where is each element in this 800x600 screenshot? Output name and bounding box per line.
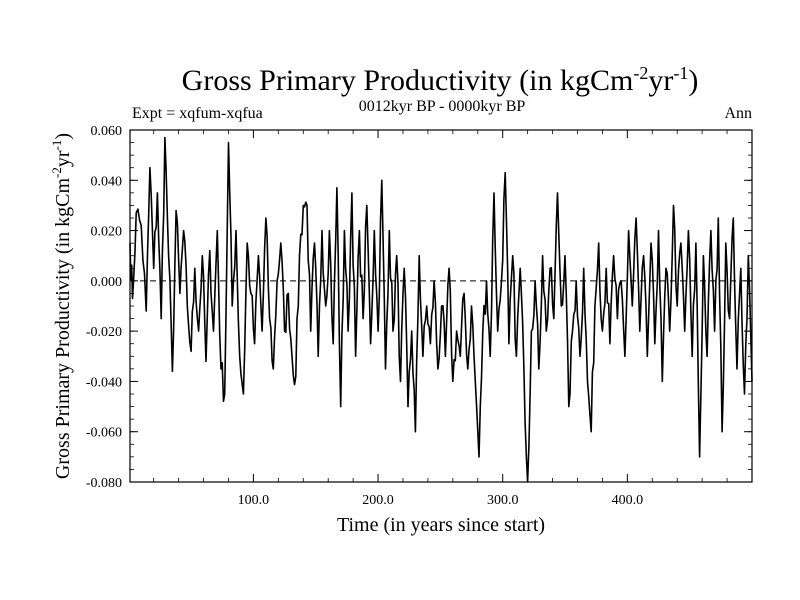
y-tick-label: 0.040	[91, 174, 123, 189]
y-axis-label-mid: yr	[52, 150, 74, 167]
y-axis-label-end: )	[52, 133, 74, 140]
y-tick-label: 0.020	[91, 225, 123, 240]
x-tick-label: 400.0	[612, 493, 644, 508]
x-axis-label: Time (in years since start)	[337, 514, 545, 536]
y-axis-ticks: 0.060 0.040 0.020 0.000 -0.020 -0.040 -0.060 -0…	[86, 124, 752, 491]
data-series-line	[129, 136, 753, 483]
y-axis-label: Gross Primary Productivity (in kgCm-2yr-…	[49, 133, 74, 479]
y-axis-label-sup2: -1	[49, 140, 64, 151]
season-label: Ann	[724, 105, 752, 122]
chart-title-mid: yr	[648, 64, 673, 97]
x-tick-label: 100.0	[238, 493, 270, 508]
x-axis-ticks: 100.0 200.0 300.0 400.0	[153, 130, 728, 508]
x-tick-label: 200.0	[362, 493, 394, 508]
y-tick-label: -0.060	[86, 426, 122, 441]
experiment-label: Expt = xqfum-xqfua	[132, 105, 263, 122]
period-label: 0012kyr BP - 0000kyr BP	[359, 98, 526, 115]
chart-title-sup2: -1	[673, 63, 688, 83]
chart-title-sup1: -2	[633, 63, 648, 83]
y-axis-label-main: Gross Primary Productivity (in kgCm	[52, 178, 74, 480]
chart-title: Gross Primary Productivity (in kgCm-2yr-…	[182, 63, 699, 97]
chart-title-main: Gross Primary Productivity (in kgCm	[182, 64, 634, 97]
y-tick-label: 0.060	[91, 124, 123, 139]
y-axis-label-sup1: -2	[49, 167, 64, 178]
y-tick-label: -0.020	[86, 325, 122, 340]
y-tick-label: 0.000	[91, 275, 123, 290]
chart-title-end: )	[688, 64, 698, 97]
y-tick-label: -0.080	[86, 476, 122, 491]
y-tick-label: -0.040	[86, 375, 122, 390]
x-tick-label: 300.0	[487, 493, 519, 508]
